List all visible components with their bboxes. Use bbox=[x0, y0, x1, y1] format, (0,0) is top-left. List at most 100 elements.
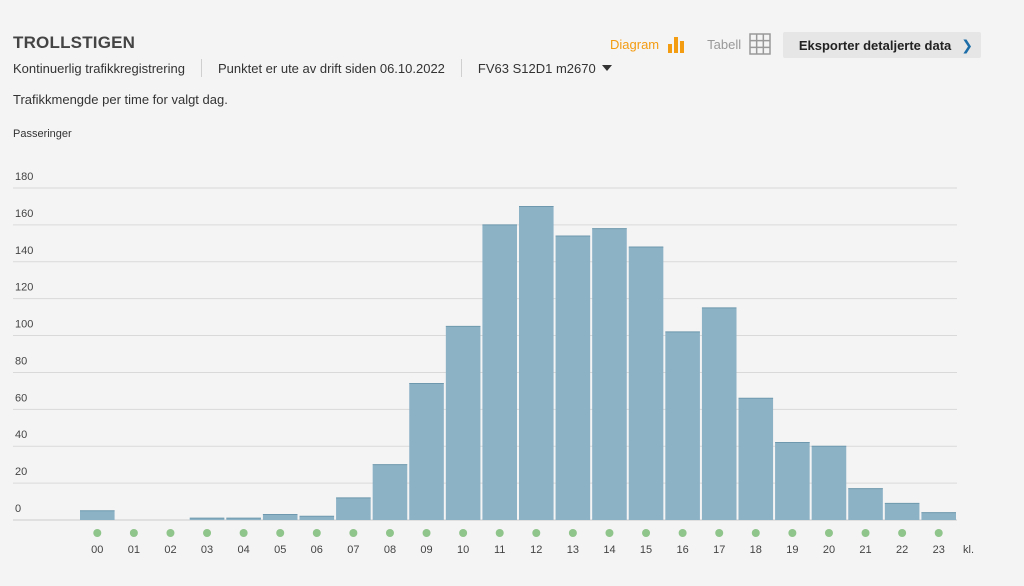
bar bbox=[701, 307, 737, 520]
grid-icon bbox=[749, 33, 771, 55]
bar bbox=[884, 503, 920, 520]
data-status-dot bbox=[129, 529, 138, 537]
x-tick-label: 10 bbox=[457, 544, 469, 556]
table-view-button[interactable]: Tabell bbox=[707, 33, 771, 55]
y-tick-label: 160 bbox=[15, 208, 33, 220]
x-tick-label: 06 bbox=[311, 544, 323, 556]
x-tick-label: 08 bbox=[384, 544, 396, 556]
x-tick-label: 14 bbox=[603, 544, 615, 556]
data-status-dot bbox=[642, 529, 651, 537]
x-tick-label: 05 bbox=[274, 544, 286, 556]
y-tick-label: 140 bbox=[15, 245, 33, 257]
x-tick-label: 23 bbox=[933, 544, 945, 556]
meta-bar: Kontinuerlig trafikkregistrering Punktet… bbox=[13, 58, 612, 78]
y-tick-label: 20 bbox=[15, 466, 27, 478]
bar bbox=[226, 518, 261, 520]
y-axis-label: Passeringer bbox=[13, 128, 72, 140]
bar bbox=[775, 442, 810, 520]
data-status-dot bbox=[349, 529, 358, 537]
bar bbox=[409, 383, 444, 520]
bar-chart-icon bbox=[667, 35, 685, 53]
data-status-dot bbox=[239, 529, 248, 537]
export-label: Eksporter detaljerte data bbox=[798, 37, 952, 53]
data-status-dot bbox=[203, 529, 212, 537]
x-tick-label: 02 bbox=[164, 544, 176, 556]
y-tick-label: 80 bbox=[15, 355, 27, 367]
bar bbox=[189, 518, 225, 520]
data-status-dot bbox=[93, 529, 102, 537]
x-tick-label: 20 bbox=[823, 544, 835, 556]
bar bbox=[336, 497, 371, 520]
data-status-dot bbox=[276, 529, 285, 537]
bar bbox=[555, 235, 591, 520]
data-status-dot bbox=[788, 529, 797, 537]
data-status-dot bbox=[312, 529, 321, 537]
y-tick-label: 180 bbox=[15, 171, 33, 183]
data-status-dot bbox=[532, 529, 541, 537]
bar bbox=[80, 510, 115, 520]
x-tick-label: 19 bbox=[786, 544, 798, 556]
divider bbox=[460, 59, 462, 77]
bar bbox=[921, 512, 956, 520]
data-status-dot bbox=[166, 529, 175, 537]
x-tick-label: 09 bbox=[420, 544, 432, 556]
x-axis-unit-label: kl. bbox=[963, 544, 974, 556]
x-tick-label: 04 bbox=[238, 544, 250, 556]
view-switcher: Diagram Tabell bbox=[610, 33, 771, 55]
bar bbox=[519, 206, 554, 520]
y-tick-label: 120 bbox=[15, 282, 33, 294]
x-tick-label: 12 bbox=[530, 544, 542, 556]
x-tick-label: 07 bbox=[347, 544, 359, 556]
caret-down-icon bbox=[601, 65, 612, 71]
x-tick-label: 15 bbox=[640, 544, 652, 556]
data-status-dot bbox=[715, 529, 724, 537]
data-status-dot bbox=[824, 529, 833, 537]
x-tick-label: 22 bbox=[896, 544, 908, 556]
diagram-label: Diagram bbox=[610, 36, 660, 52]
x-tick-label: 17 bbox=[713, 544, 725, 556]
x-tick-label: 03 bbox=[201, 544, 213, 556]
x-tick-label: 18 bbox=[750, 544, 762, 556]
chevron-right-icon: ❯ bbox=[961, 36, 973, 53]
x-tick-label: 13 bbox=[567, 544, 579, 556]
road-ref-select[interactable]: FV63 S12D1 m2670 bbox=[478, 61, 612, 76]
table-label: Tabell bbox=[707, 36, 742, 52]
bar bbox=[262, 514, 298, 520]
bar bbox=[482, 224, 517, 520]
bar bbox=[665, 331, 700, 520]
data-status-dot bbox=[861, 529, 870, 537]
y-tick-label: 60 bbox=[15, 392, 27, 404]
bar bbox=[848, 488, 883, 520]
bar bbox=[628, 247, 664, 520]
bar bbox=[372, 464, 408, 520]
diagram-view-button[interactable]: Diagram bbox=[610, 35, 685, 53]
chart-description: Trafikkmengde per time for valgt dag. bbox=[13, 92, 228, 107]
data-status-dot bbox=[495, 529, 504, 537]
bar bbox=[592, 228, 627, 521]
x-tick-label: 01 bbox=[128, 544, 140, 556]
data-status-dot bbox=[934, 529, 943, 537]
data-status-dot bbox=[605, 529, 614, 537]
registration-type: Kontinuerlig trafikkregistrering bbox=[13, 60, 185, 76]
x-tick-label: 16 bbox=[677, 544, 689, 556]
data-status-dot bbox=[385, 529, 394, 537]
divider bbox=[200, 59, 202, 77]
data-status-dot bbox=[568, 529, 577, 537]
export-button[interactable]: Eksporter detaljerte data ❯ bbox=[783, 32, 981, 58]
bar bbox=[299, 516, 335, 520]
page-title: TROLLSTIGEN bbox=[13, 33, 136, 52]
y-tick-label: 100 bbox=[15, 319, 33, 331]
x-tick-label: 00 bbox=[91, 544, 103, 556]
data-status-dot bbox=[459, 529, 468, 537]
data-status-dot bbox=[678, 529, 687, 537]
data-status-dot bbox=[898, 529, 907, 537]
road-ref-value: FV63 S12D1 m2670 bbox=[477, 60, 596, 76]
data-status-dot bbox=[422, 529, 431, 537]
x-tick-label: 21 bbox=[859, 544, 871, 556]
bar bbox=[738, 398, 774, 520]
data-status-dot bbox=[751, 529, 760, 537]
x-tick-label: 11 bbox=[494, 544, 505, 556]
y-tick-label: 0 bbox=[15, 503, 21, 515]
y-tick-label: 40 bbox=[15, 429, 27, 441]
